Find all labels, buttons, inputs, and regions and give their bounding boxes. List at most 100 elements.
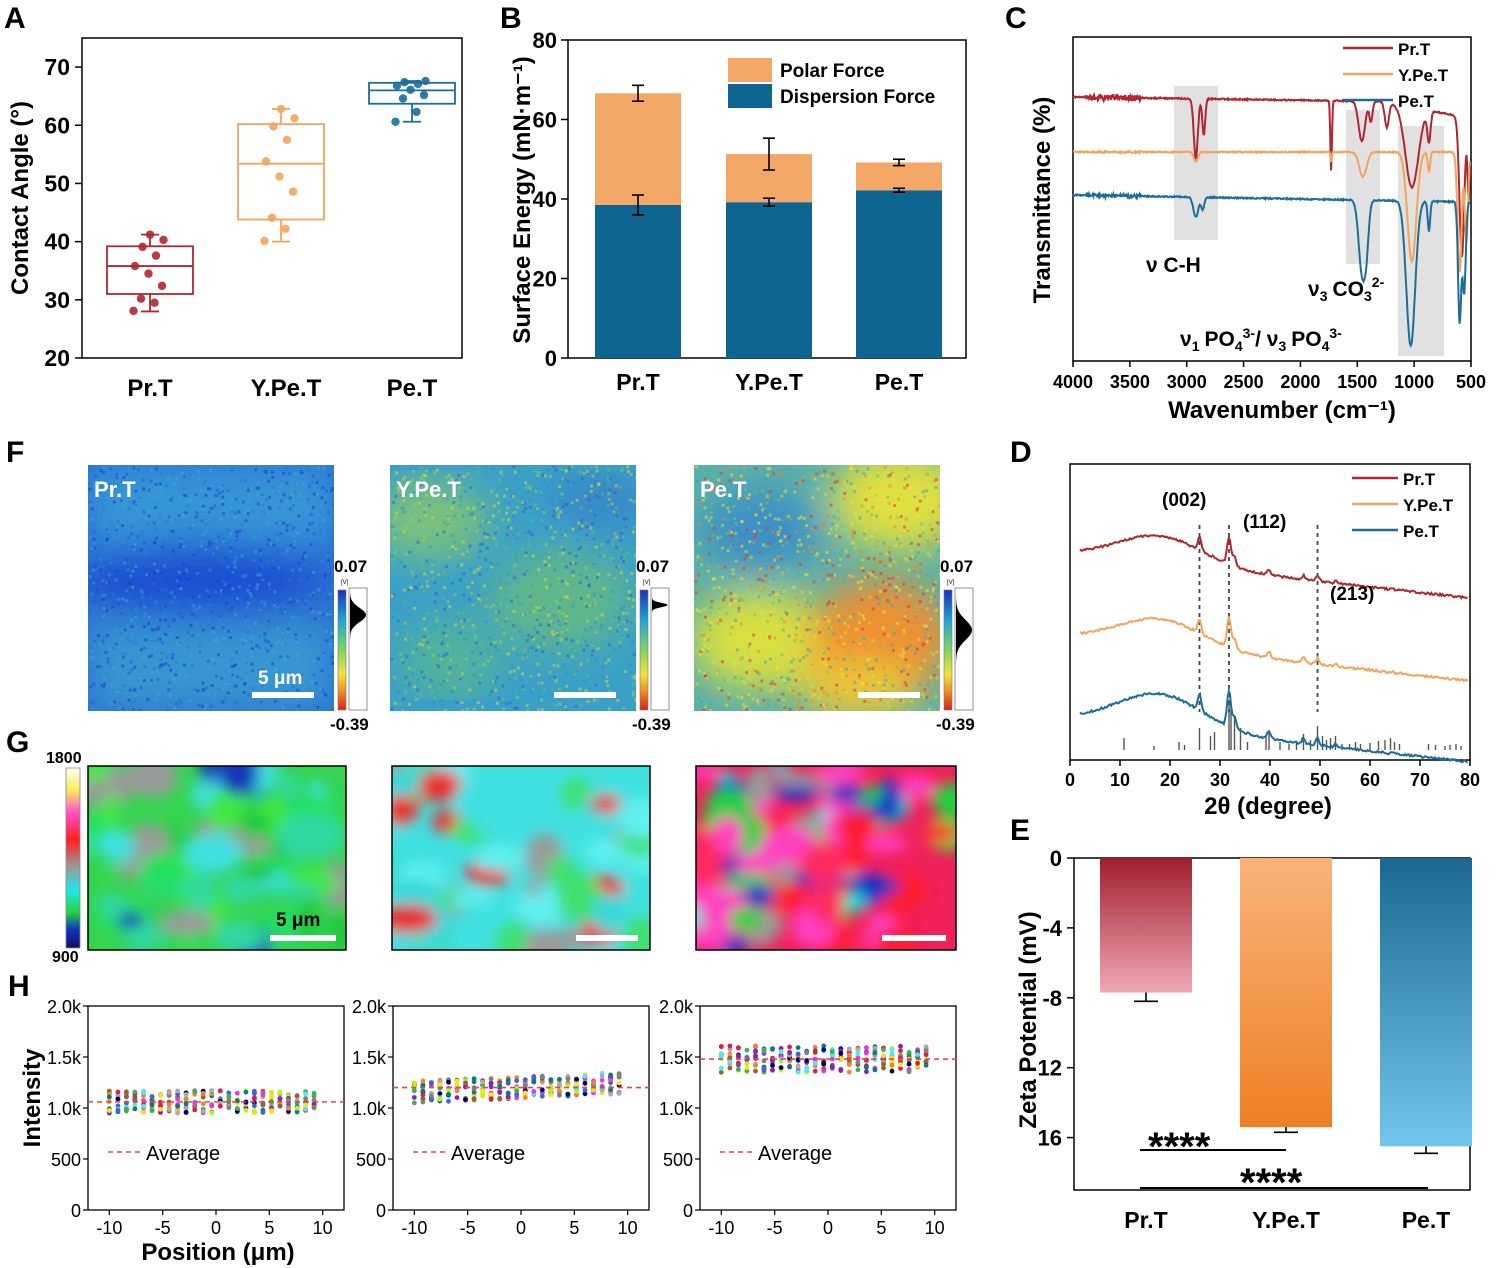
noise-pixel — [764, 477, 768, 481]
noise-pixel — [441, 639, 445, 643]
x-tick-label: 1000 — [1394, 372, 1434, 392]
noise-pixel — [165, 535, 169, 539]
noise-pixel — [423, 590, 426, 593]
noise-pixel — [437, 686, 441, 690]
data-point — [277, 1103, 283, 1108]
noise-pixel — [816, 503, 820, 507]
noise-pixel — [883, 564, 886, 568]
noise-pixel — [248, 592, 252, 596]
noise-pixel — [532, 609, 536, 613]
noise-pixel — [710, 702, 714, 705]
noise-pixel — [773, 517, 777, 521]
noise-pixel — [230, 606, 234, 610]
noise-pixel — [720, 546, 724, 550]
noise-pixel — [245, 597, 248, 601]
series-line-pr-t — [1072, 91, 1471, 258]
noise-pixel — [519, 678, 523, 682]
noise-pixel — [861, 614, 865, 617]
noise-pixel — [872, 683, 876, 687]
noise-pixel — [574, 704, 578, 708]
noise-pixel — [500, 493, 504, 497]
noise-pixel — [739, 622, 743, 626]
noise-pixel — [228, 608, 232, 611]
noise-pixel — [748, 659, 752, 663]
noise-pixel — [884, 589, 888, 593]
noise-pixel — [201, 689, 204, 692]
noise-pixel — [542, 606, 546, 610]
noise-pixel — [610, 648, 614, 652]
x-axis-label: Wavenumber (cm⁻¹) — [1168, 397, 1396, 424]
noise-pixel — [191, 612, 194, 616]
noise-pixel — [169, 498, 173, 502]
map-blob — [705, 788, 752, 824]
noise-pixel — [608, 626, 612, 630]
noise-pixel — [134, 626, 138, 630]
noise-pixel — [736, 523, 740, 527]
noise-pixel — [895, 617, 899, 621]
noise-pixel — [166, 476, 170, 480]
map-blob — [836, 811, 878, 842]
noise-pixel — [408, 480, 412, 484]
noise-pixel — [468, 567, 472, 571]
data-point — [872, 1067, 878, 1073]
noise-pixel — [397, 490, 401, 494]
noise-pixel — [769, 710, 773, 711]
noise-pixel — [864, 662, 868, 666]
noise-pixel — [332, 580, 334, 584]
noise-pixel — [839, 523, 843, 527]
noise-pixel — [929, 617, 933, 621]
data-point — [582, 1080, 588, 1086]
noise-pixel — [906, 672, 910, 676]
noise-pixel — [558, 623, 562, 627]
noise-pixel — [279, 655, 283, 658]
noise-pixel — [160, 545, 164, 549]
noise-pixel — [400, 592, 404, 596]
noise-pixel — [728, 602, 732, 606]
noise-pixel — [752, 529, 756, 533]
noise-pixel — [281, 705, 285, 709]
noise-pixel — [157, 693, 161, 696]
noise-pixel — [485, 511, 489, 515]
noise-pixel — [564, 621, 568, 625]
noise-pixel — [720, 535, 723, 539]
data-point — [145, 230, 155, 239]
noise-pixel — [312, 591, 316, 595]
noise-pixel — [840, 672, 844, 676]
noise-pixel — [770, 549, 773, 552]
noise-pixel — [259, 482, 263, 486]
noise-pixel — [897, 574, 901, 578]
noise-pixel — [415, 627, 419, 631]
noise-pixel — [813, 477, 817, 481]
noise-pixel — [224, 695, 227, 699]
noise-pixel — [835, 705, 839, 709]
noise-pixel — [907, 709, 911, 711]
noise-pixel — [878, 645, 881, 649]
noise-pixel — [202, 506, 205, 510]
map-blob — [696, 857, 724, 886]
noise-pixel — [390, 657, 394, 661]
noise-pixel — [784, 610, 788, 614]
noise-pixel — [698, 669, 701, 673]
noise-pixel — [267, 479, 271, 483]
noise-pixel — [484, 470, 488, 474]
noise-pixel — [782, 490, 786, 494]
noise-pixel — [132, 466, 136, 470]
noise-pixel — [237, 510, 241, 514]
data-point — [406, 85, 415, 94]
noise-pixel — [93, 670, 97, 674]
noise-pixel — [878, 584, 882, 588]
noise-pixel — [297, 561, 301, 565]
data-point — [557, 1082, 562, 1087]
noise-pixel — [134, 641, 138, 645]
noise-pixel — [825, 550, 829, 554]
noise-pixel — [132, 601, 136, 605]
noise-pixel — [207, 595, 211, 599]
data-point — [923, 1058, 929, 1064]
map-blob — [564, 777, 592, 803]
noise-pixel — [832, 490, 836, 494]
noise-pixel — [103, 682, 107, 686]
noise-pixel — [403, 598, 407, 602]
noise-pixel — [263, 601, 267, 605]
noise-pixel — [286, 673, 290, 676]
